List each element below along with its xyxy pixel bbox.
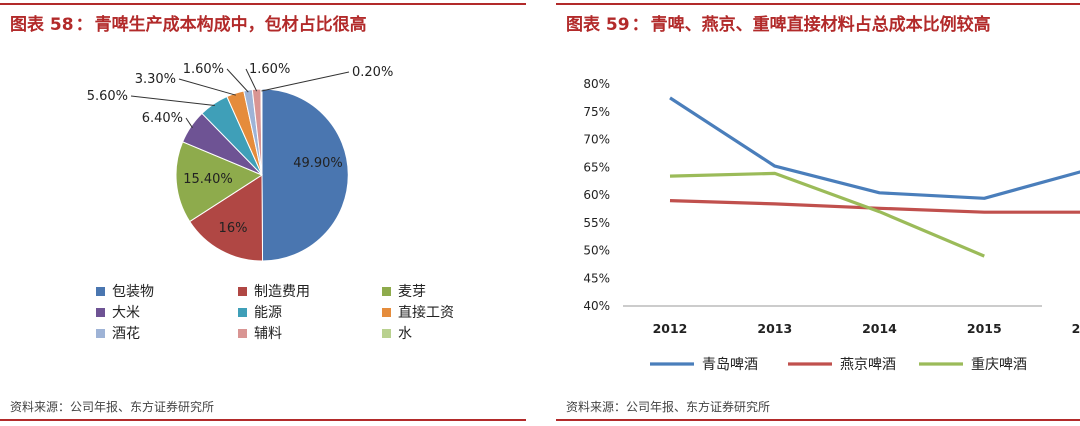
x-tick-label: 2012 bbox=[653, 321, 688, 336]
y-tick-label: 50% bbox=[583, 244, 610, 258]
legend-swatch-1 bbox=[96, 287, 105, 296]
legend-label-7: 酒花 bbox=[112, 326, 140, 342]
x-tick-label: 2016 bbox=[1072, 321, 1080, 336]
top-rule bbox=[556, 3, 1080, 5]
pie-slice-9 bbox=[260, 88, 263, 176]
legend-label-3: 麦芽 bbox=[398, 284, 426, 300]
line-series bbox=[669, 96, 1080, 258]
pie-data-label-8: 1.60% bbox=[249, 62, 290, 77]
x-tick-label: 2014 bbox=[862, 321, 897, 336]
pie-leader-7 bbox=[226, 68, 249, 93]
line-chart: 40%45%50%55%60%65%70%75%80%2012 2013 2014 2… bbox=[583, 77, 1080, 373]
pie-data-label-5: 5.60% bbox=[87, 89, 128, 104]
top-rule bbox=[0, 3, 526, 5]
pie-data-label-1: 49.90% bbox=[293, 156, 343, 171]
legend-label-3: 重庆啤酒 bbox=[971, 357, 1027, 373]
x-tick-label: 2013 bbox=[757, 321, 792, 336]
pie-slice-2 bbox=[188, 174, 264, 262]
x-axis: 2012 2013 2014 2015 2016 bbox=[623, 305, 1080, 336]
chart-title: 图表 59：青啤、燕京、重啤直接材料占总成本比例较高 bbox=[566, 10, 991, 35]
title-text: 青啤生产成本构成中，包材占比很高 bbox=[94, 15, 367, 35]
legend-label-6: 直接工资 bbox=[398, 304, 454, 321]
bottom-rule bbox=[0, 419, 526, 421]
legend-label-2: 制造费用 bbox=[254, 284, 310, 300]
pie-chart: 49.90% 16% 15.40% 6.40% 5.60% 3.30% 1.60% 1.60%… bbox=[87, 62, 454, 342]
legend-label-1: 青岛啤酒 bbox=[702, 357, 758, 373]
legend-swatch-2 bbox=[238, 287, 247, 296]
y-axis: 40% 45% 50% 55% 60% 65% 70% 75% 80% bbox=[583, 77, 610, 313]
pie-data-label-3: 15.40% bbox=[183, 172, 233, 187]
legend-swatch-4 bbox=[96, 308, 105, 317]
legend-label-9: 水 bbox=[398, 326, 412, 342]
y-tick-label: 45% bbox=[583, 271, 610, 285]
pie-data-labels: 49.90% 16% 15.40% 6.40% 5.60% 3.30% 1.60% 1.60%… bbox=[87, 62, 394, 236]
pie-leader-9 bbox=[261, 71, 350, 92]
pie-data-label-7: 1.60% bbox=[183, 62, 224, 77]
y-tick-label: 40% bbox=[583, 299, 610, 313]
source-note: 资料来源：公司年报、东方证券研究所 bbox=[566, 400, 771, 414]
line-legend: 青岛啤酒 燕京啤酒 重庆啤酒 bbox=[650, 357, 1027, 373]
pie-slices bbox=[175, 88, 349, 262]
legend-swatch-7 bbox=[96, 329, 105, 338]
legend-swatch-6 bbox=[382, 308, 391, 317]
y-tick-label: 65% bbox=[583, 160, 610, 174]
x-tick-label: 2015 bbox=[967, 321, 1002, 336]
legend-swatch-5 bbox=[238, 308, 247, 317]
legend-label-1: 包装物 bbox=[112, 284, 154, 300]
pie-leader-4 bbox=[185, 117, 193, 129]
pie-slice-1 bbox=[261, 88, 349, 262]
figure-number: 图表 59 bbox=[566, 15, 630, 35]
pie-slice-3 bbox=[175, 141, 264, 223]
y-tick-label: 75% bbox=[583, 105, 610, 119]
title-text: 青啤、燕京、重啤直接材料占总成本比例较高 bbox=[650, 15, 991, 35]
pie-data-label-2: 16% bbox=[219, 221, 248, 236]
legend-label-8: 辅料 bbox=[254, 326, 282, 342]
left-panel: 图表 58：青啤生产成本构成中，包材占比很高 49.90% 16% 15.40% 6.… bbox=[0, 0, 526, 426]
legend-label-2: 燕京啤酒 bbox=[840, 357, 896, 373]
right-panel: 图表 59：青啤、燕京、重啤直接材料占总成本比例较高 40% 45% 50% 55% 6… bbox=[556, 0, 1080, 426]
legend-swatch-9 bbox=[382, 329, 391, 338]
series-line-3 bbox=[669, 171, 985, 258]
title-colon: ： bbox=[75, 15, 93, 35]
legend-swatch-3 bbox=[382, 287, 391, 296]
pie-leader-8 bbox=[245, 68, 258, 92]
series-line-2 bbox=[669, 199, 1080, 214]
pie-data-label-4: 6.40% bbox=[142, 111, 183, 126]
legend-label-4: 大米 bbox=[112, 305, 140, 321]
pie-leader-5 bbox=[130, 95, 215, 106]
bottom-rule bbox=[556, 419, 1080, 421]
y-tick-label: 60% bbox=[583, 188, 610, 202]
pie-data-label-9: 0.20% bbox=[352, 65, 393, 80]
legend-swatch-8 bbox=[238, 329, 247, 338]
legend-label-5: 能源 bbox=[254, 305, 282, 321]
y-tick-label: 55% bbox=[583, 216, 610, 230]
series-line-1 bbox=[669, 96, 1080, 200]
title-colon: ： bbox=[631, 15, 649, 35]
figure-number: 图表 58 bbox=[10, 15, 74, 35]
source-note: 资料来源：公司年报、东方证券研究所 bbox=[10, 400, 215, 414]
pie-data-label-6: 3.30% bbox=[135, 72, 176, 87]
y-tick-label: 80% bbox=[583, 77, 610, 91]
pie-leader-6 bbox=[178, 78, 236, 96]
chart-title: 图表 58：青啤生产成本构成中，包材占比很高 bbox=[10, 10, 367, 35]
y-tick-label: 70% bbox=[583, 133, 610, 147]
